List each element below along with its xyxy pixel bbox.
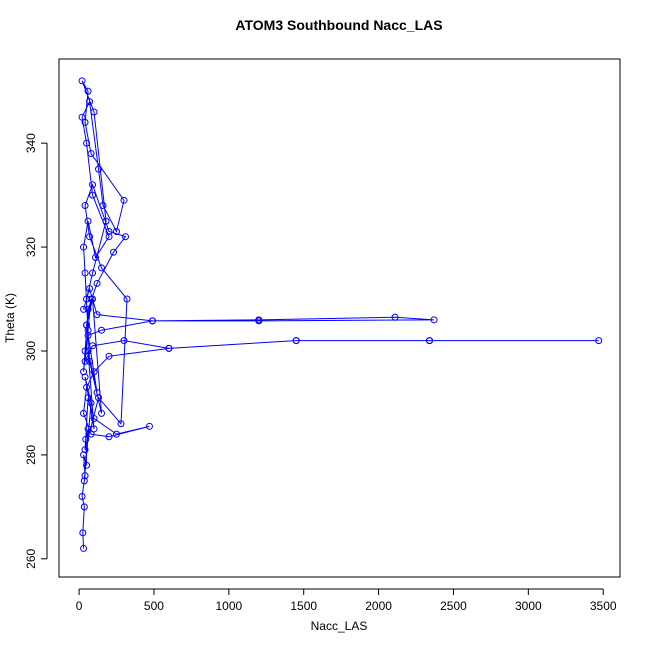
x-tick-label: 2000: [365, 599, 392, 613]
data-point: [90, 368, 98, 376]
data-point: [83, 461, 91, 469]
data-point: [84, 347, 92, 355]
data-point: [113, 430, 121, 438]
data-point: [82, 435, 90, 443]
y-axis-label: Theta (K): [3, 293, 17, 343]
data-point: [78, 113, 86, 121]
data-point: [93, 311, 101, 319]
data-point: [84, 87, 92, 95]
data-point: [430, 316, 438, 324]
data-point: [89, 191, 97, 199]
data-point: [120, 337, 128, 345]
data-point: [84, 331, 92, 339]
y-tick-label: 340: [24, 133, 38, 153]
y-tick-label: 320: [24, 237, 38, 257]
data-point: [98, 326, 106, 334]
data-point: [80, 544, 88, 552]
data-point: [121, 233, 129, 241]
y-tick-label: 300: [24, 341, 38, 361]
data-point: [79, 529, 87, 537]
data-point: [595, 337, 603, 345]
x-tick-label: 2500: [440, 599, 467, 613]
data-line: [81, 80, 599, 549]
x-tick-label: 1500: [290, 599, 317, 613]
plot-box: [58, 58, 621, 578]
data-point: [123, 295, 131, 303]
data-point: [113, 227, 121, 235]
data-point: [90, 108, 98, 116]
data-point: [80, 503, 88, 511]
data-point: [80, 368, 88, 376]
data-point: [90, 425, 98, 433]
data-point: [81, 118, 89, 126]
data-point: [81, 347, 89, 355]
data-point: [80, 477, 88, 485]
x-tick-label: 3500: [590, 599, 617, 613]
data-point: [255, 317, 263, 325]
data-point: [87, 295, 95, 303]
data-point: [89, 181, 97, 189]
data-point: [87, 399, 95, 407]
data-point: [83, 139, 91, 147]
data-point: [105, 433, 113, 441]
data-point: [145, 422, 153, 430]
data-point: [90, 415, 98, 423]
data-point: [86, 357, 94, 365]
data-point: [120, 196, 128, 204]
data-point: [110, 248, 118, 256]
data-point: [84, 394, 92, 402]
data-point: [80, 409, 88, 417]
data-point: [102, 217, 110, 225]
data-point: [81, 446, 89, 454]
data-point: [426, 337, 434, 345]
data-point: [86, 98, 94, 106]
data-point: [89, 342, 97, 350]
data-point: [87, 150, 95, 158]
data-point: [81, 357, 89, 365]
data-point: [87, 430, 95, 438]
data-point: [99, 202, 107, 210]
data-point: [89, 269, 97, 277]
data-point: [93, 279, 101, 287]
chart-title: ATOM3 Southbound Nacc_LAS: [235, 17, 442, 33]
data-point: [84, 305, 92, 313]
data-point: [83, 383, 91, 391]
y-tick-label: 280: [24, 445, 38, 465]
data-point: [95, 165, 103, 173]
data-point: [98, 409, 106, 417]
data-point: [81, 472, 89, 480]
data-point: [83, 295, 91, 303]
x-tick-label: 0: [76, 599, 83, 613]
data-point: [148, 317, 156, 325]
data-point: [86, 285, 94, 293]
data-point: [78, 492, 86, 500]
data-point: [165, 344, 173, 352]
data-point: [78, 77, 86, 85]
data-point: [105, 227, 113, 235]
data-point: [86, 233, 94, 241]
x-axis-label: Nacc_LAS: [311, 619, 368, 633]
data-point: [105, 352, 113, 360]
y-tick-label: 260: [24, 548, 38, 568]
data-point: [292, 337, 300, 345]
data-point: [80, 305, 88, 313]
data-point: [83, 321, 91, 329]
data-point: [81, 269, 89, 277]
data-point: [98, 264, 106, 272]
x-tick-label: 3000: [515, 599, 542, 613]
x-tick-label: 1000: [215, 599, 242, 613]
data-point: [81, 202, 89, 210]
data-point: [105, 233, 113, 241]
data-point: [391, 313, 399, 321]
data-point: [80, 243, 88, 251]
data-point: [92, 253, 100, 261]
data-point: [84, 217, 92, 225]
data-point: [117, 420, 125, 428]
x-tick-label: 500: [144, 599, 164, 613]
data-point: [95, 394, 103, 402]
